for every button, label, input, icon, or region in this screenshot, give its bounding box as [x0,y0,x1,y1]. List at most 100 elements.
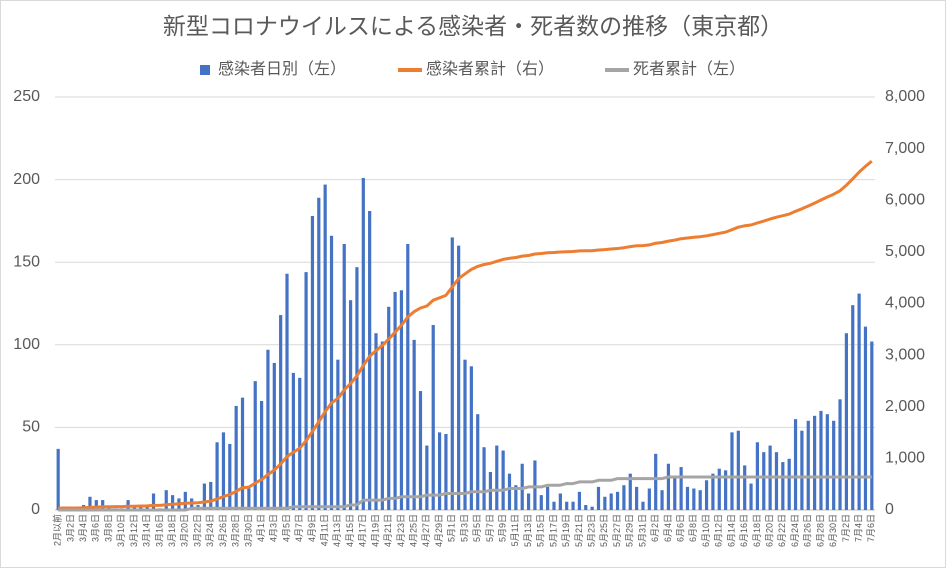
bar [412,339,416,510]
x-tick-label: 6月12日 [714,514,724,547]
bar [806,420,810,510]
bar [546,486,550,510]
bar [590,506,594,510]
x-tick-label: 3月14日 [142,514,152,547]
bar [526,493,531,510]
x-tick-label: 6月16日 [739,514,749,547]
x-tick-label: 6月20日 [764,514,774,547]
bar [603,496,607,510]
bar [234,405,238,510]
x-tick-label: 5月21日 [574,514,584,547]
bar [647,488,651,510]
bar [323,184,327,510]
bar [374,333,378,510]
bar [393,291,397,510]
line [58,475,872,512]
x-tick-label: 3月18日 [167,514,177,547]
bar [692,488,696,510]
bar [482,447,486,510]
bar [793,419,798,510]
x-tick-label: 5月17日 [548,514,558,547]
bar [259,400,264,510]
bar [368,210,372,510]
x-tick-label: 6月22日 [777,514,787,547]
x-tick-label: 4月21日 [383,514,393,547]
bar [291,372,295,510]
bar [679,467,683,510]
bar [298,377,302,510]
bar [533,460,537,510]
bar [813,415,817,510]
bar [310,215,315,510]
x-tick-label: 7月2日 [841,514,851,542]
y2-tick-label: 1,000 [885,450,925,467]
bar [870,341,874,510]
x-tick-label: 4月27日 [421,514,431,547]
bar [571,501,575,510]
x-tick-label: 3月24日 [205,514,215,547]
bar [654,453,658,510]
x-tick-label: 6月30日 [828,514,838,547]
bar [558,493,562,510]
bar [736,430,740,510]
x-tick-label: 6月28日 [815,514,825,547]
y2-tick-label: 5,000 [885,243,925,260]
x-tick-label: 3月12日 [129,514,139,547]
x-tick-label: 4月23日 [396,514,406,547]
y-tick-label: 200 [13,171,40,188]
bar [844,333,848,510]
chart-title: 新型コロナウイルスによる感染者・死者数の推移（東京都） [163,13,783,39]
bar [329,235,334,510]
bar [774,452,779,510]
bar [781,462,785,510]
x-tick-label: 3月20日 [180,514,190,547]
bar [863,326,868,510]
bar [240,397,245,510]
bar [743,465,747,510]
x-tick-label: 5月19日 [561,514,571,547]
bar [418,391,423,510]
bar [209,481,213,510]
bar [539,495,543,510]
x-tick-label: 5月25日 [599,514,609,547]
x-tick-label: 5月5日 [472,514,482,542]
x-tick-label: 2月以前 [52,514,63,546]
bar [762,452,766,510]
x-tick-label: 4月5日 [281,514,291,542]
bar [279,315,283,510]
x-tick-label: 5月29日 [625,514,635,547]
bar [495,445,499,510]
bar [787,458,791,510]
bar [565,501,569,510]
bar [685,486,690,510]
bar [514,485,518,510]
x-tick-label: 3月30日 [243,514,253,547]
bar [832,420,836,510]
bar [399,290,404,510]
y-tick-label: 50 [22,419,40,436]
bar [476,414,480,510]
x-tick-label: 7月6日 [866,514,876,542]
bar [622,485,626,510]
x-tick-label: 6月26日 [803,514,813,547]
legend-label: 感染者累計（右） [426,60,554,78]
bar [202,483,206,510]
bar [107,506,111,510]
bar [431,324,435,510]
bar [628,473,632,510]
bar [698,490,702,510]
x-tick-label: 4月17日 [358,514,368,547]
x-tick-label: 6月18日 [752,514,762,547]
y-tick-label: 100 [13,336,40,353]
bar [342,244,346,510]
x-tick-label: 3月10日 [116,514,126,547]
bar [450,237,454,511]
bar [145,506,149,510]
bar [183,491,187,510]
bar [437,432,442,510]
bar [641,501,645,510]
bar [380,341,384,510]
x-tick-label: 3月22日 [192,514,202,547]
x-tick-label: 3月26日 [218,514,228,547]
